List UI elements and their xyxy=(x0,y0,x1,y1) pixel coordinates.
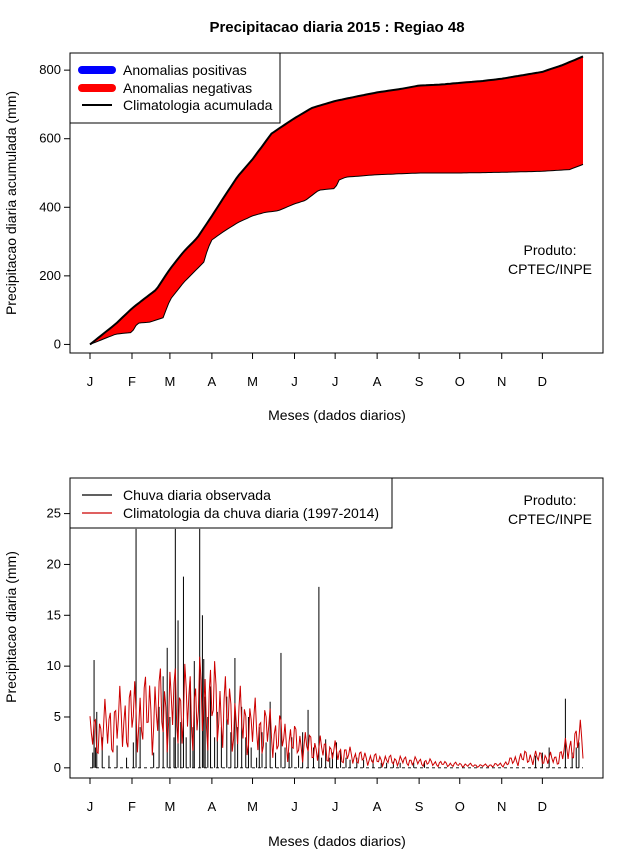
observed-cumulative-line xyxy=(89,163,584,345)
product-label: Produto: xyxy=(524,242,577,258)
legend-label-negative: Anomalias negativas xyxy=(123,80,252,96)
legend-label-climatology: Climatologia acumulada xyxy=(123,97,273,113)
y-tick-label: 200 xyxy=(39,268,61,283)
observed-bars xyxy=(92,528,580,768)
x-tick-label-bottom: M xyxy=(164,799,175,814)
x-tick-label-bottom: J xyxy=(291,799,298,814)
negative-anomaly-area xyxy=(90,56,583,345)
x-tick-label-bottom: J xyxy=(332,799,339,814)
climatology-daily-line xyxy=(89,656,584,768)
y-tick-label-bottom: 5 xyxy=(54,709,61,724)
y-tick-label-bottom: 20 xyxy=(47,556,61,571)
x-tick-label: S xyxy=(415,374,424,389)
x-tick-label-bottom: A xyxy=(373,799,382,814)
x-tick-label: A xyxy=(208,374,217,389)
anomaly-fill xyxy=(90,56,583,345)
legend-label-clim-daily: Climatologia da chuva diaria (1997-2014) xyxy=(123,505,379,521)
cumulative-chart: Precipitacao diaria 2015 : Regiao 48 0 20… xyxy=(3,19,604,423)
x-tick-label: M xyxy=(247,374,258,389)
plot-frame xyxy=(69,52,604,354)
y-axis-label: Precipitacao diaria acumulada (mm) xyxy=(3,91,19,315)
y-axis-label-bottom: Precipitacao diaria (mm) xyxy=(3,551,19,703)
y-tick-label-bottom: 10 xyxy=(47,658,61,673)
x-tick-label: D xyxy=(538,374,547,389)
y-tick-label-bottom: 25 xyxy=(47,506,61,521)
y-tick-label: 400 xyxy=(39,199,61,214)
x-tick-label: A xyxy=(373,374,382,389)
legend-label-positive: Anomalias positivas xyxy=(123,62,247,78)
x-tick-label-bottom: A xyxy=(208,799,217,814)
x-tick-label: J xyxy=(332,374,339,389)
y-tick-label-bottom: 0 xyxy=(54,760,61,775)
x-tick-label: J xyxy=(87,374,94,389)
y-tick-label: 0 xyxy=(54,336,61,351)
x-axis-label: Meses (dados diarios) xyxy=(268,407,406,423)
x-tick-label: J xyxy=(291,374,298,389)
x-tick-label-bottom: F xyxy=(128,799,136,814)
legend-box-bottom xyxy=(69,477,393,529)
product-source: CPTEC/INPE xyxy=(508,261,592,277)
x-tick-label: O xyxy=(455,374,465,389)
legend-bottom: Chuva diaria observada Climatologia da c… xyxy=(69,477,393,529)
x-tick-label-bottom: O xyxy=(455,799,465,814)
x-tick-label-bottom: N xyxy=(497,799,506,814)
legend-label-observed: Chuva diaria observada xyxy=(123,487,271,503)
x-tick-label-bottom: J xyxy=(87,799,94,814)
chart-title: Precipitacao diaria 2015 : Regiao 48 xyxy=(209,19,464,36)
x-tick-label: N xyxy=(497,374,506,389)
y-tick-label: 800 xyxy=(39,62,61,77)
x-tick-label: F xyxy=(128,374,136,389)
legend: Anomalias positivas Anomalias negativas … xyxy=(69,52,281,124)
x-axis-label-bottom: Meses (dados diarios) xyxy=(268,833,406,849)
y-tick-label: 600 xyxy=(39,131,61,146)
climatology-cumulative-line xyxy=(89,55,584,346)
product-source-bottom: CPTEC/INPE xyxy=(508,511,592,527)
x-tick-label: M xyxy=(164,374,175,389)
product-label-bottom: Produto: xyxy=(524,492,577,508)
x-tick-label-bottom: M xyxy=(247,799,258,814)
daily-chart: 0 5 10 15 20 25 J F M A M J J A S O N D Meses (dados dia… xyxy=(3,477,604,849)
x-tick-label-bottom: S xyxy=(415,799,424,814)
y-tick-label-bottom: 15 xyxy=(47,607,61,622)
x-tick-label-bottom: D xyxy=(538,799,547,814)
